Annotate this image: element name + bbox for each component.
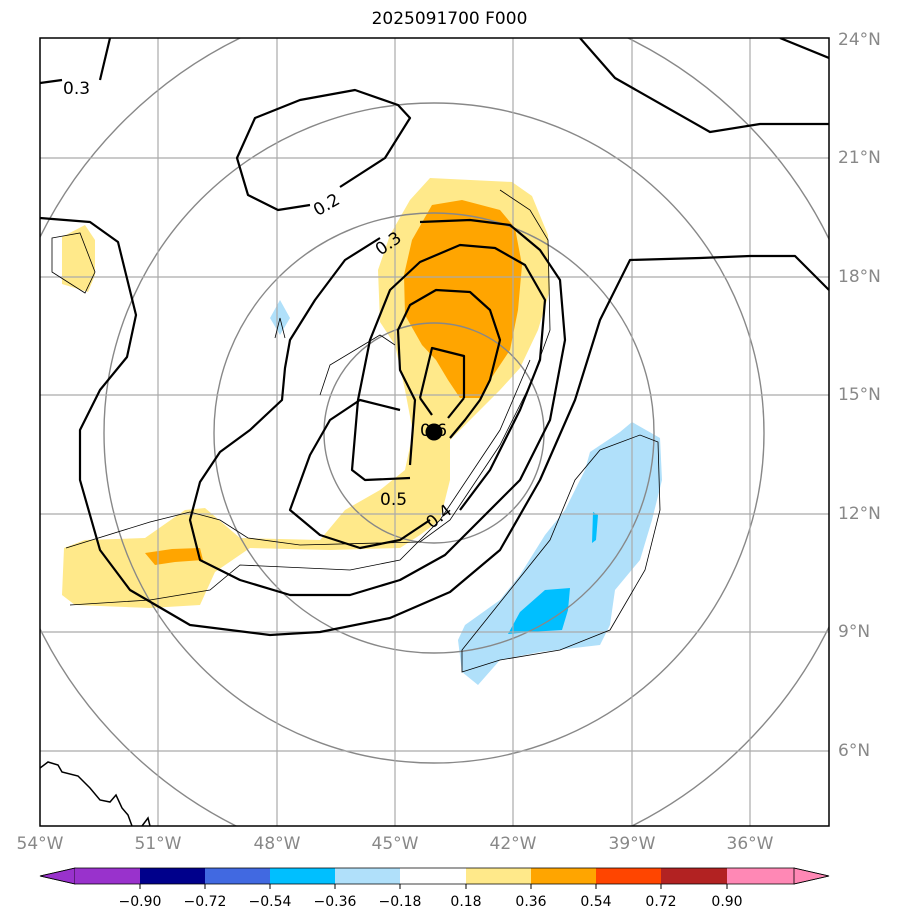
lat-label: 6°N bbox=[838, 741, 871, 761]
lat-label: 18°N bbox=[838, 267, 881, 287]
lon-label: 42°W bbox=[489, 834, 537, 854]
colorbar-tick-label: −0.18 bbox=[378, 894, 422, 910]
contour-label: 0.2 bbox=[310, 190, 343, 221]
graticule bbox=[40, 38, 829, 826]
negative-anomaly-light bbox=[270, 300, 662, 685]
storm-center-marker bbox=[425, 423, 443, 441]
lat-label: 9°N bbox=[838, 622, 871, 642]
colorbar-tick-label: 0.72 bbox=[645, 894, 677, 910]
contour-label: 0.3 bbox=[63, 79, 90, 99]
colorbar-tick-label: −0.36 bbox=[313, 894, 357, 910]
colorbar-high-extend bbox=[793, 867, 830, 885]
colorbar bbox=[39, 867, 830, 889]
colorbar-tick-label: −0.54 bbox=[248, 894, 292, 910]
lat-label: 15°N bbox=[838, 385, 881, 405]
colorbar-tick-label: −0.72 bbox=[183, 894, 227, 910]
lat-label: 24°N bbox=[838, 30, 881, 50]
colorbar-tick-label: 0.54 bbox=[580, 894, 612, 910]
lon-label: 48°W bbox=[253, 834, 301, 854]
lat-label: 21°N bbox=[838, 148, 881, 168]
colorbar-tick-label: −0.90 bbox=[118, 894, 162, 910]
anomaly-outlines bbox=[51, 189, 661, 673]
coastline bbox=[40, 761, 151, 826]
lon-label: 39°W bbox=[608, 834, 656, 854]
lat-label: 12°N bbox=[838, 504, 881, 524]
contours bbox=[40, 38, 829, 637]
lon-label: 54°W bbox=[16, 834, 64, 854]
colorbar-tick-label: 0.90 bbox=[711, 894, 743, 910]
map-frame bbox=[39, 37, 830, 827]
lon-label: 45°W bbox=[371, 834, 419, 854]
contour-label: 0.5 bbox=[380, 490, 407, 510]
colorbar-low-extend bbox=[39, 867, 76, 885]
colorbar-tick-label: 0.36 bbox=[515, 894, 547, 910]
map-title: 2025091700 F000 bbox=[371, 9, 528, 29]
contour-label: 0.6 bbox=[420, 421, 447, 441]
colorbar-tick-label: 0.18 bbox=[450, 894, 482, 910]
lon-label: 51°W bbox=[134, 834, 182, 854]
negative-anomaly-medium bbox=[508, 512, 598, 634]
lon-label: 36°W bbox=[726, 834, 774, 854]
